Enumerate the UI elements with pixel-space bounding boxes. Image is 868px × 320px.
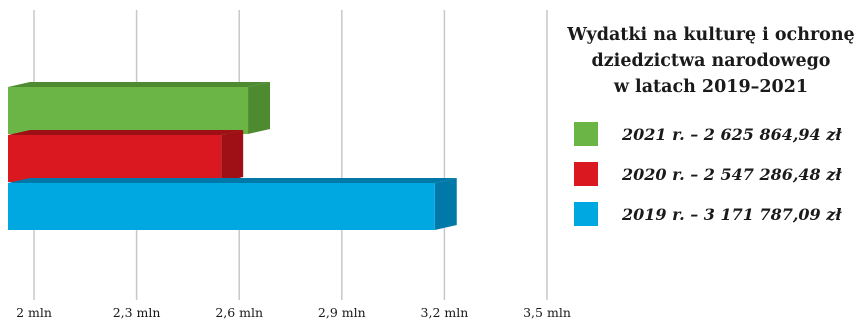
legend-swatch-2021 <box>574 122 598 146</box>
chart-title-line-1: Wydatki na kulturę i ochronę <box>567 25 855 45</box>
legend-swatch-2020 <box>574 162 598 186</box>
bar-top-2019 <box>8 178 457 183</box>
bar-side-2019 <box>434 178 457 230</box>
chart-title-line-3: w latach 2019–2021 <box>613 77 809 97</box>
bar-2020 <box>8 135 222 182</box>
x-tick-label-4: 3,2 mln <box>421 305 469 320</box>
legend-label-2021: 2021 r. – 2 625 864,94 zł <box>622 124 842 144</box>
x-tick-label-0: 2 mln <box>16 305 52 320</box>
bar-top-2021 <box>8 82 271 87</box>
bar-side-2021 <box>248 82 271 134</box>
legend-item-2021: 2021 r. – 2 625 864,94 zł <box>574 114 862 154</box>
legend-label-2019: 2019 r. – 3 171 787,09 zł <box>622 204 842 224</box>
x-tick-label-1: 2,3 mln <box>113 305 161 320</box>
chart-title: Wydatki na kulturę i ochronę dziedzictwa… <box>560 22 862 100</box>
bar-top-2020 <box>8 130 244 135</box>
legend-label-2020: 2020 r. – 2 547 286,48 zł <box>622 164 842 184</box>
legend-item-2019: 2019 r. – 3 171 787,09 zł <box>574 194 862 234</box>
legend: Wydatki na kulturę i ochronę dziedzictwa… <box>560 22 862 234</box>
bar-side-2020 <box>221 130 244 182</box>
x-tick-label-3: 2,9 mln <box>318 305 366 320</box>
x-tick-label-2: 2,6 mln <box>215 305 263 320</box>
legend-swatch-2019 <box>574 202 598 226</box>
x-tick-label-5: 3,5 mln <box>523 305 571 320</box>
bar-2021 <box>8 87 249 134</box>
chart-title-line-2: dziedzictwa narodowego <box>591 51 831 71</box>
bar-2019 <box>8 183 435 230</box>
legend-item-2020: 2020 r. – 2 547 286,48 zł <box>574 154 862 194</box>
